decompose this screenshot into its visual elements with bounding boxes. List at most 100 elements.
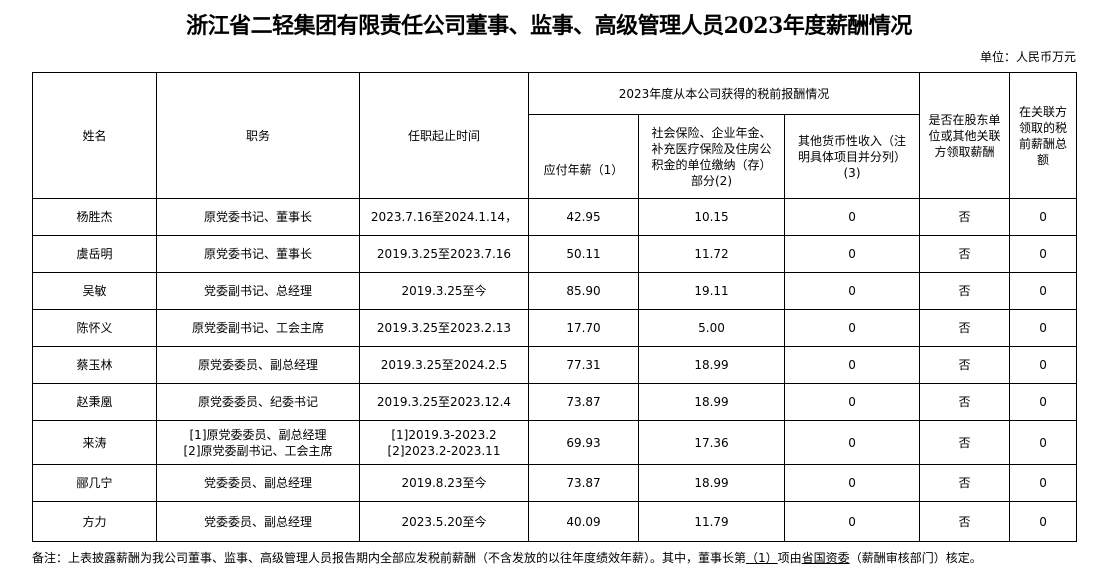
cell-term: 2019.8.23至今 [359, 464, 529, 502]
cell-insurance: 18.99 [638, 346, 785, 384]
other-text: 0 [848, 395, 856, 409]
related-text: 否 [958, 321, 971, 335]
related-total-text: 0 [1039, 476, 1047, 490]
other-text: 0 [848, 435, 856, 450]
cell-name: 虞岳明 [32, 235, 157, 273]
name-text: 蔡玉林 [76, 358, 113, 372]
cell-related: 否 [919, 309, 1011, 347]
cell-salary: 17.70 [528, 309, 639, 347]
related-total-text: 0 [1039, 358, 1047, 372]
cell-name: 来涛 [32, 420, 157, 465]
footnote: 备注：上表披露薪酬为我公司董事、监事、高级管理人员报告期内全部应发税前薪酬（不含… [32, 549, 982, 566]
table-row: 来涛 [1]原党委委员、副总经理 [2]原党委副书记、工会主席 [1]2019.3-2… [32, 420, 1078, 465]
term-text: 2019.3.25至2024.2.5 [380, 358, 508, 372]
insurance-text: 5.00 [698, 321, 725, 335]
cell-salary: 73.87 [528, 464, 639, 502]
term-text: 2019.3.25至2023.2.13 [376, 321, 512, 335]
other-text: 0 [848, 321, 856, 335]
insurance-text: 11.72 [694, 247, 729, 261]
name-text: 郦几宁 [76, 476, 113, 490]
cell-related-total: 0 [1009, 198, 1078, 236]
other-text: 0 [848, 247, 856, 261]
related-total-text: 0 [1039, 284, 1047, 298]
cell-position: 原党委委员、副总经理 [156, 346, 360, 384]
related-text: 否 [958, 358, 971, 372]
header-insurance: 社会保险、企业年金、补充医疗保险及住房公积金的单位缴纳（存）部分(2) [638, 114, 785, 199]
cell-related: 否 [919, 501, 1011, 542]
position-text: 党委委员、副总经理 [203, 476, 312, 490]
table-row: 方力 党委委员、副总经理 2023.5.20至今 40.09 11.79 0 否 0 [32, 501, 1078, 542]
salary-text: 77.31 [566, 358, 601, 372]
name-text: 来涛 [82, 435, 107, 450]
salary-text: 42.95 [566, 210, 601, 224]
table-row: 陈怀义 原党委副书记、工会主席 2019.3.25至2023.2.13 17.70 5.… [32, 309, 1078, 347]
header-related-total: 在关联方领取的税前薪酬总额 [1009, 72, 1078, 199]
cell-term: [1]2019.3-2023.2 [2]2023.2-2023.11 [359, 420, 529, 465]
position-text: 党委委员、副总经理 [203, 514, 312, 529]
term-text: 2019.3.25至2023.7.16 [376, 247, 512, 261]
footnote-suffix: （薪酬审核部门）核定。 [849, 551, 982, 565]
position-text: 原党委书记、董事长 [203, 210, 312, 224]
cell-related-total: 0 [1009, 420, 1078, 465]
cell-related: 否 [919, 464, 1011, 502]
header-name: 姓名 [32, 72, 157, 199]
cell-other: 0 [783, 346, 921, 384]
cell-insurance: 18.99 [638, 383, 785, 421]
footnote-text: 备注：上表披露薪酬为我公司董事、监事、高级管理人员报告期内全部应发税前薪酬（不含… [32, 551, 747, 565]
other-text: 0 [848, 210, 856, 224]
table-row: 郦几宁 党委委员、副总经理 2019.8.23至今 73.87 18.99 0 否 0 [32, 464, 1078, 502]
table-row: 赵秉凰 原党委委员、纪委书记 2019.3.25至2023.12.4 73.87 18.… [32, 383, 1078, 421]
cell-term: 2019.3.25至2023.7.16 [359, 235, 529, 273]
cell-insurance: 11.79 [638, 501, 785, 542]
other-text: 0 [848, 284, 856, 298]
insurance-text: 19.11 [694, 284, 729, 298]
term-text: 2019.8.23至今 [401, 476, 487, 490]
related-text: 否 [958, 247, 971, 261]
related-text: 否 [958, 476, 971, 490]
table-row: 虞岳明 原党委书记、董事长 2019.3.25至2023.7.16 50.11 11.7… [32, 235, 1078, 273]
cell-name: 杨胜杰 [32, 198, 157, 236]
header-position: 职务 [156, 72, 360, 199]
insurance-text: 17.36 [694, 435, 729, 450]
related-text: 否 [958, 284, 971, 298]
cell-related-total: 0 [1009, 464, 1078, 502]
cell-other: 0 [783, 464, 921, 502]
cell-name: 赵秉凰 [32, 383, 157, 421]
cell-name: 郦几宁 [32, 464, 157, 502]
cell-related-total: 0 [1009, 501, 1078, 542]
related-total-text: 0 [1039, 514, 1047, 529]
header-related: 是否在股东单位或其他关联方领取薪酬 [919, 72, 1011, 199]
cell-other: 0 [783, 272, 921, 310]
salary-text: 73.87 [566, 395, 601, 409]
cell-term: 2019.3.25至2023.12.4 [359, 383, 529, 421]
cell-related: 否 [919, 272, 1011, 310]
cell-related-total: 0 [1009, 383, 1078, 421]
cell-salary: 85.90 [528, 272, 639, 310]
cell-salary: 69.93 [528, 420, 639, 465]
cell-name: 吴敏 [32, 272, 157, 310]
salary-text: 17.70 [566, 321, 601, 335]
cell-other: 0 [783, 235, 921, 273]
term-text: 2023.5.20至今 [401, 514, 487, 529]
cell-related: 否 [919, 383, 1011, 421]
footnote-mid: 项由 [777, 551, 802, 565]
related-total-text: 0 [1039, 321, 1047, 335]
cell-insurance: 17.36 [638, 420, 785, 465]
other-text: 0 [848, 514, 856, 529]
cell-related-total: 0 [1009, 346, 1078, 384]
cell-insurance: 10.15 [638, 198, 785, 236]
insurance-text: 18.99 [694, 395, 729, 409]
name-text: 方力 [82, 514, 107, 529]
cell-position: [1]原党委委员、副总经理 [2]原党委副书记、工会主席 [156, 420, 360, 465]
cell-other: 0 [783, 383, 921, 421]
name-text: 陈怀义 [76, 321, 113, 335]
cell-related: 否 [919, 198, 1011, 236]
compensation-table: 姓名 职务 任职起止时间 2023年度从本公司获得的税前报酬情况 是否在股东单位… [32, 72, 1078, 542]
related-total-text: 0 [1039, 435, 1047, 450]
position-text: 原党委书记、董事长 [203, 247, 312, 261]
name-text: 虞岳明 [76, 247, 113, 261]
term-text-2: [2]2023.2-2023.11 [387, 443, 501, 458]
cell-position: 原党委书记、董事长 [156, 198, 360, 236]
footnote-item: （1） [746, 551, 778, 565]
position-text-2: [2]原党委副书记、工会主席 [183, 443, 333, 458]
